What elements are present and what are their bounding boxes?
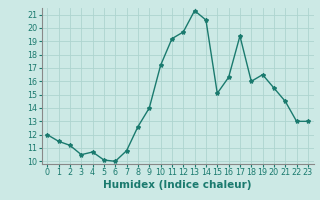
X-axis label: Humidex (Indice chaleur): Humidex (Indice chaleur) <box>103 180 252 190</box>
